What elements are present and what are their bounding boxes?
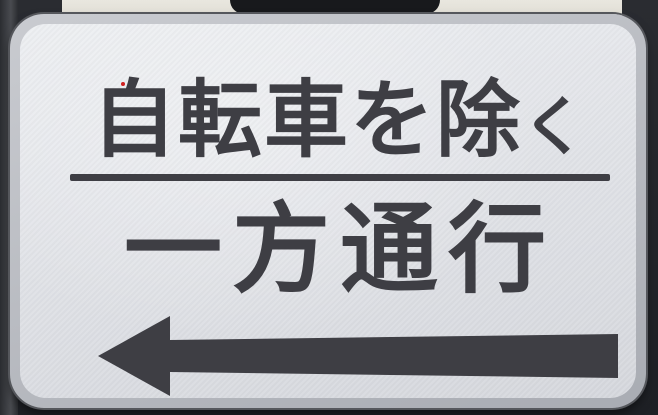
one-way-text: 一方通行 xyxy=(123,193,556,307)
red-speck xyxy=(121,82,125,86)
left-arrow-icon xyxy=(98,316,618,396)
exception-text-kana: く xyxy=(522,91,588,165)
exception-text-main: 自転車を除 xyxy=(91,71,522,169)
sign-face: 自転車を除く 一方通行 xyxy=(20,24,636,398)
traffic-sign: 自転車を除く 一方通行 xyxy=(10,14,646,408)
exception-text: 自転車を除く xyxy=(72,70,608,178)
divider-line xyxy=(70,174,610,181)
pole-clamp xyxy=(230,0,440,14)
